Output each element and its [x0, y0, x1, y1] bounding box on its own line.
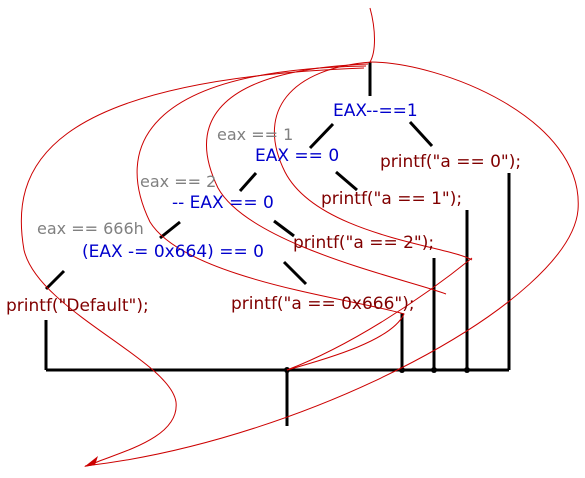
flow-curve-loop-2 — [206, 63, 447, 295]
edge-c3-to-c4 — [159, 220, 181, 240]
case-value-666h: eax == 666h — [37, 219, 144, 238]
condition-dec-eax-0: -- EAX == 0 — [172, 193, 274, 213]
edge-c2-to-c3 — [238, 172, 258, 192]
statement-a-0: printf("a == 0"); — [380, 152, 522, 172]
flow-curve — [84, 61, 579, 467]
statement-a-1: printf("a == 1"); — [321, 189, 463, 209]
edge-c2-to-s1 — [335, 170, 358, 192]
arrow-head — [84, 456, 98, 467]
edge-c4-to-sdef — [44, 269, 66, 291]
statement-a-2: printf("a == 2"); — [293, 233, 435, 253]
flow-curve-loop-4 — [20, 67, 365, 465]
condition-eax-0: EAX == 0 — [255, 146, 340, 166]
flow-curve-entry — [369, 7, 375, 63]
flow-curve-loop-1 — [274, 61, 473, 261]
edge-c3-to-s2 — [273, 219, 295, 238]
condition-eax-1: EAX--==1 — [333, 101, 418, 121]
edge-c1-to-c2 — [308, 122, 335, 150]
junction-dot — [464, 367, 470, 373]
case-value-2: eax == 2 — [140, 172, 217, 191]
flow-curve-return — [286, 257, 473, 371]
statement-default: printf("Default"); — [6, 296, 149, 316]
condition-sub-0x664: (EAX -= 0x664) == 0 — [82, 242, 264, 262]
statement-a-0x666: printf("a == 0x666"); — [231, 294, 415, 314]
junction-dot — [431, 367, 437, 373]
flow-curve-loop-3 — [136, 65, 405, 371]
case-value-1: eax == 1 — [217, 125, 294, 144]
edge-c1-to-s0 — [408, 120, 434, 148]
edge-c4-to-s666 — [282, 260, 308, 286]
